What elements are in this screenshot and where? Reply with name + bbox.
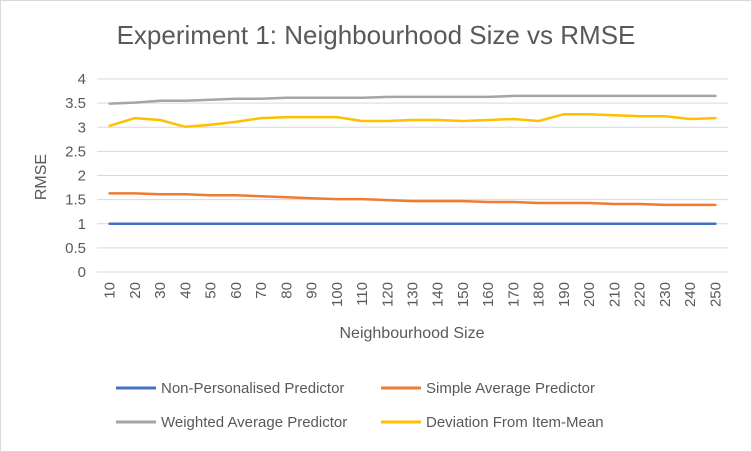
x-tick-label: 120 [379, 282, 396, 307]
y-tick-label: 1 [78, 216, 86, 233]
x-tick-label: 100 [329, 282, 346, 307]
x-tick-label: 220 [632, 282, 649, 307]
x-tick-label: 180 [531, 282, 548, 307]
x-tick-label: 70 [253, 282, 270, 299]
x-tick-label: 210 [606, 282, 623, 307]
x-tick-label: 150 [455, 282, 472, 307]
x-tick-label: 110 [354, 282, 371, 306]
y-tick-label: 2 [78, 168, 86, 185]
x-tick-label: 250 [707, 282, 724, 307]
x-tick-label: 60 [228, 282, 245, 299]
legend-label: Simple Average Predictor [426, 380, 595, 397]
legend-item-0: Non-Personalised Predictor [116, 380, 344, 397]
x-tick-label: 80 [278, 282, 295, 299]
y-tick-label: 4 [78, 71, 86, 88]
x-tick-label: 40 [177, 282, 194, 299]
y-tick-label: 3.5 [65, 95, 86, 112]
x-tick-labels: 10 20 30 40 50 60 70 80 90 100 110 120 130 140 150 160 1… [102, 282, 725, 307]
x-tick-label: 20 [127, 282, 144, 299]
legend-item-2: Weighted Average Predictor [116, 414, 347, 431]
series-line-1 [108, 192, 717, 207]
x-tick-label: 230 [657, 282, 674, 307]
legend-label: Deviation From Item-Mean [426, 414, 604, 431]
x-tick-label: 50 [203, 282, 220, 299]
x-tick-label: 240 [682, 282, 699, 307]
x-tick-label: 140 [430, 282, 447, 307]
legend-item-3: Deviation From Item-Mean [381, 414, 604, 431]
y-tick-label: 1.5 [65, 192, 86, 209]
series-line-3 [108, 112, 717, 129]
series-line-2 [108, 94, 717, 105]
y-tick-label: 2.5 [65, 143, 86, 160]
y-axis-label: RMSE [33, 154, 50, 200]
y-tick-label: 0.5 [65, 240, 86, 257]
x-tick-label: 190 [556, 282, 573, 307]
y-tick-label: 3 [78, 119, 86, 136]
x-tick-label: 200 [581, 282, 598, 307]
y-tick-labels: 0 0.5 1 1.5 2 2.5 3 3.5 4 [65, 71, 86, 281]
gridlines [97, 78, 728, 273]
x-tick-label: 160 [480, 282, 497, 307]
legend-label: Weighted Average Predictor [161, 414, 347, 431]
x-tick-label: 10 [102, 282, 119, 299]
legend-label: Non-Personalised Predictor [161, 380, 344, 397]
legend: Non-Personalised Predictor Simple Average… [116, 380, 604, 431]
x-tick-label: 170 [505, 282, 522, 307]
x-tick-label: 30 [152, 282, 169, 299]
y-tick-label: 0 [78, 264, 86, 281]
x-axis-label: Neighbourhood Size [340, 325, 485, 342]
x-tick-label: 90 [304, 282, 321, 299]
legend-item-1: Simple Average Predictor [381, 380, 595, 397]
chart-title: Experiment 1: Neighbourhood Size vs RMSE [116, 20, 636, 50]
x-tick-label: 130 [405, 282, 422, 307]
series-lines [108, 94, 717, 226]
